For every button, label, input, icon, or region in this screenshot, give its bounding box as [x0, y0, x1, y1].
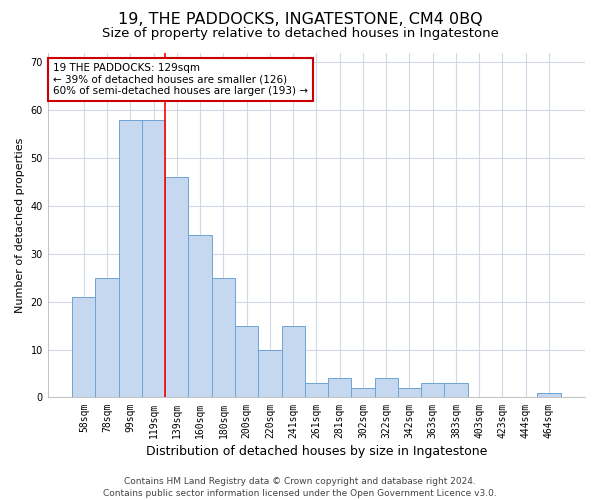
Bar [212, 278, 235, 398]
Bar [421, 383, 445, 398]
Bar [188, 234, 212, 398]
Bar [281, 326, 305, 398]
Bar [398, 388, 421, 398]
Text: 19 THE PADDOCKS: 129sqm
← 39% of detached houses are smaller (126)
60% of semi-d: 19 THE PADDOCKS: 129sqm ← 39% of detache… [53, 63, 308, 96]
Bar [445, 383, 467, 398]
Bar [538, 392, 560, 398]
Bar [374, 378, 398, 398]
Y-axis label: Number of detached properties: Number of detached properties [15, 138, 25, 312]
Bar [119, 120, 142, 398]
Text: 19, THE PADDOCKS, INGATESTONE, CM4 0BQ: 19, THE PADDOCKS, INGATESTONE, CM4 0BQ [118, 12, 482, 28]
Bar [305, 383, 328, 398]
Bar [258, 350, 281, 398]
Bar [165, 177, 188, 398]
X-axis label: Distribution of detached houses by size in Ingatestone: Distribution of detached houses by size … [146, 444, 487, 458]
Bar [351, 388, 374, 398]
Bar [142, 120, 165, 398]
Bar [95, 278, 119, 398]
Bar [72, 297, 95, 398]
Bar [328, 378, 351, 398]
Text: Contains HM Land Registry data © Crown copyright and database right 2024.
Contai: Contains HM Land Registry data © Crown c… [103, 476, 497, 498]
Bar [235, 326, 258, 398]
Text: Size of property relative to detached houses in Ingatestone: Size of property relative to detached ho… [101, 28, 499, 40]
